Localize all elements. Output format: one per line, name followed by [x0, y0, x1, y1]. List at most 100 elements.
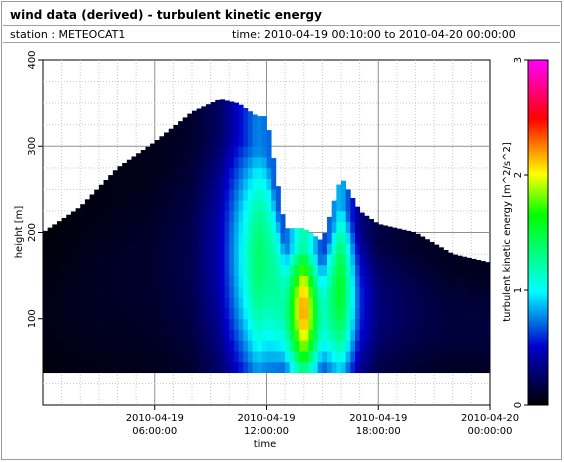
heatmap-cell — [378, 264, 384, 277]
heatmap-cell — [192, 178, 198, 190]
heatmap-cell — [84, 340, 90, 352]
heatmap-cell — [331, 361, 337, 374]
heatmap-cell — [159, 264, 165, 277]
heatmap-cell — [354, 275, 361, 287]
heatmap-cell — [373, 243, 379, 255]
heatmap-cell — [178, 178, 184, 190]
heatmap-cell — [98, 286, 104, 298]
heatmap-cell — [392, 351, 398, 363]
heatmap-cell — [336, 210, 342, 223]
heatmap-cell — [271, 307, 277, 320]
heatmap-cell — [331, 275, 337, 287]
heatmap-cell — [285, 275, 291, 287]
heatmap-cell — [247, 210, 253, 223]
heatmap-cell — [359, 243, 365, 255]
heatmap-cell — [406, 318, 412, 330]
heatmap-cell — [70, 264, 76, 277]
heatmap-cell — [187, 286, 193, 298]
heatmap-cell — [159, 286, 165, 298]
heatmap-cell — [252, 351, 258, 363]
heatmap-cell — [84, 351, 90, 363]
heatmap-cell — [280, 275, 286, 287]
heatmap-cell — [476, 318, 482, 330]
heatmap-cell — [145, 189, 151, 201]
heatmap-cell — [415, 286, 421, 298]
heatmap-cell — [294, 243, 300, 255]
heatmap-cell — [364, 215, 370, 223]
heatmap-cell — [257, 146, 263, 158]
heatmap-cell — [112, 340, 118, 352]
heatmap-cell — [327, 216, 333, 223]
heatmap-cell — [117, 221, 123, 233]
heatmap-cell — [70, 340, 76, 352]
heatmap-cell — [84, 210, 90, 223]
heatmap-cell — [327, 297, 333, 309]
heatmap-cell — [61, 243, 67, 255]
heatmap-cell — [192, 286, 198, 298]
heatmap-cell — [252, 146, 258, 158]
heatmap-cell — [182, 275, 188, 287]
heatmap-cell — [164, 157, 170, 169]
heatmap-cell — [43, 318, 49, 330]
heatmap-cell — [108, 351, 114, 363]
heatmap-cell — [257, 351, 263, 363]
heatmap-cell — [327, 329, 333, 341]
heatmap-cell — [261, 275, 267, 287]
heatmap-cell — [178, 297, 184, 309]
heatmap-cell — [112, 286, 118, 298]
heatmap-cell — [89, 200, 95, 212]
heatmap-cell — [336, 361, 342, 374]
heatmap-cell — [126, 221, 132, 233]
heatmap-cell — [396, 228, 402, 233]
heatmap-cell — [303, 229, 309, 233]
heatmap-cell — [215, 297, 221, 309]
heatmap-cell — [354, 361, 361, 374]
heatmap-cell — [443, 264, 449, 277]
heatmap-cell — [238, 124, 244, 136]
heatmap-cell — [457, 361, 463, 374]
heatmap-cell — [122, 232, 128, 244]
heatmap-cell — [452, 275, 458, 287]
heatmap-cell — [80, 243, 86, 255]
heatmap-cell — [168, 297, 174, 309]
heatmap-cell — [43, 243, 49, 255]
heatmap-cell — [89, 210, 95, 223]
heatmap-cell — [382, 286, 388, 298]
heatmap-cell — [159, 340, 165, 352]
heatmap-cell — [243, 146, 249, 158]
heatmap-cell — [322, 233, 328, 244]
heatmap-cell — [364, 351, 370, 363]
heatmap-cell — [168, 189, 174, 201]
heatmap-cell — [173, 167, 179, 179]
heatmap-cell — [150, 221, 156, 233]
heatmap-cell — [247, 340, 253, 352]
heatmap-cell — [238, 189, 244, 201]
heatmap-cell — [471, 351, 477, 363]
heatmap-cell — [317, 286, 323, 298]
heatmap-cell — [243, 221, 249, 233]
heatmap-cell — [336, 275, 342, 287]
heatmap-cell — [243, 318, 249, 330]
heatmap-cell — [201, 329, 207, 341]
heatmap-cell — [420, 243, 426, 255]
heatmap-cell — [215, 124, 221, 136]
heatmap-cell — [182, 318, 188, 330]
heatmap-cell — [229, 189, 235, 201]
heatmap-cell — [438, 340, 444, 352]
heatmap-cell — [336, 200, 342, 212]
heatmap-cell — [168, 361, 174, 374]
x-axis-label: time — [254, 439, 277, 450]
heatmap-cell — [219, 286, 225, 298]
heatmap-cell — [331, 307, 337, 320]
heatmap-cell — [94, 351, 100, 363]
heatmap-cell — [219, 113, 225, 126]
x-tick-label-date: 2010-04-19 — [349, 413, 407, 424]
heatmap-cell — [243, 254, 249, 266]
heatmap-cell — [98, 243, 104, 255]
heatmap-cell — [401, 361, 407, 374]
heatmap-cell — [448, 307, 454, 320]
header-divider-2 — [3, 42, 560, 43]
heatmap-cell — [224, 100, 230, 104]
heatmap-cell — [247, 361, 253, 374]
heatmap-cell — [154, 243, 160, 255]
